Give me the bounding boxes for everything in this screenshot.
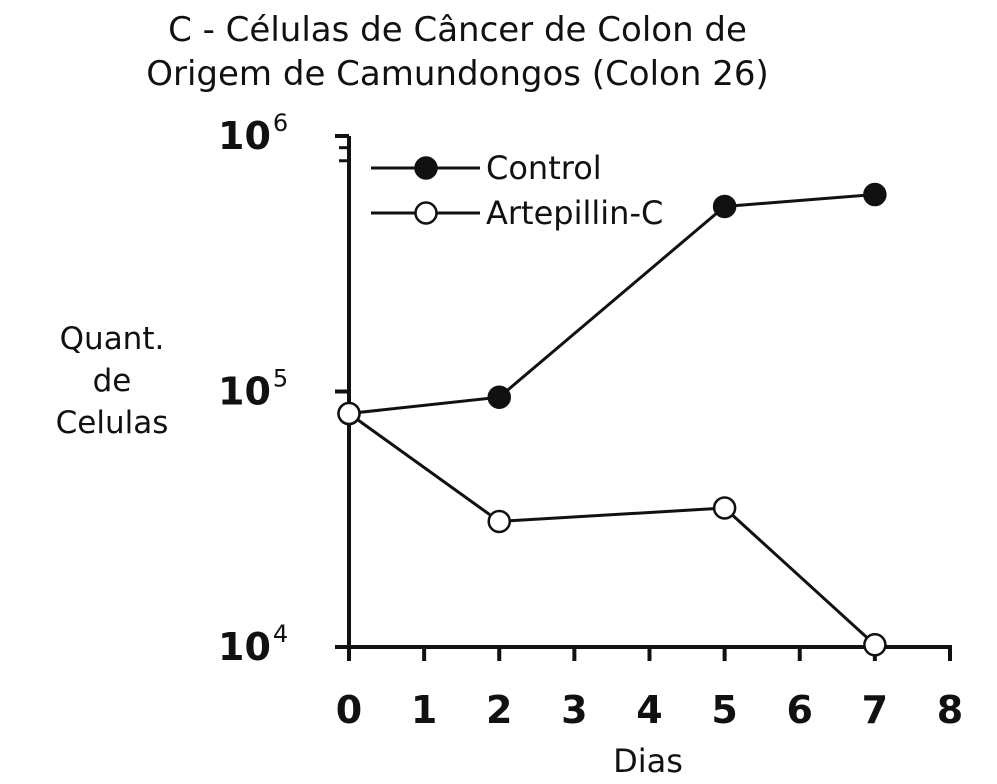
- chart-title: C - Células de Câncer de Colon de Origem…: [0, 8, 915, 96]
- y-axis-label: Quant. de Celulas: [22, 318, 202, 444]
- y-tick-base: 10: [218, 370, 271, 414]
- x-tick-label: 7: [862, 688, 888, 732]
- y-tick-exponent: 4: [273, 620, 288, 648]
- x-tick-label: 5: [711, 688, 737, 732]
- y-axis-label-line-2: de: [92, 363, 132, 399]
- x-tick-label: 0: [336, 688, 362, 732]
- y-tick-base: 10: [218, 114, 271, 158]
- series-line: [348, 412, 876, 646]
- x-tick-label: 3: [561, 688, 587, 732]
- legend-label: Control: [486, 149, 602, 187]
- x-tick-label: 4: [636, 688, 662, 732]
- y-tick-exponent: 5: [273, 365, 288, 393]
- legend-label: Artepillin-C: [486, 194, 663, 232]
- series-line: [348, 193, 875, 416]
- y-axis-label-line-3: Celulas: [55, 405, 169, 441]
- x-tick-label: 8: [937, 688, 963, 732]
- x-axis-ticks: 0 1 2 3 4 5 6 7 8: [336, 647, 963, 732]
- legend-item: Artepillin-C: [371, 194, 663, 232]
- y-tick-label: 105: [218, 365, 288, 414]
- series-layer: [337, 182, 887, 657]
- x-tick-label: 1: [411, 688, 437, 732]
- y-tick-base: 10: [218, 625, 271, 669]
- y-tick-label: 106: [218, 109, 288, 158]
- legend-item: Control: [371, 149, 602, 187]
- legend: Control Artepillin-C: [371, 149, 663, 232]
- x-axis-label: Dias: [613, 742, 683, 780]
- data-point-open: [712, 496, 737, 520]
- y-tick-label: 104: [218, 620, 288, 669]
- y-axis-label-line-1: Quant.: [59, 321, 165, 357]
- data-point-filled: [487, 385, 511, 409]
- data-point-filled: [863, 182, 887, 207]
- data-point-filled: [712, 194, 737, 219]
- series-artepillin-c: [337, 401, 887, 657]
- chart-title-line-2: Origem de Camundongos (Colon 26): [146, 54, 769, 94]
- data-point-open: [863, 633, 887, 657]
- chart-title-line-1: C - Células de Câncer de Colon de: [168, 10, 747, 50]
- x-tick-label: 6: [787, 688, 813, 732]
- data-point-open: [487, 509, 511, 534]
- axes: [337, 136, 952, 659]
- legend-marker-open: [414, 201, 438, 225]
- legend-marker-filled: [414, 156, 438, 180]
- y-tick-exponent: 6: [273, 109, 288, 137]
- data-point-open: [337, 401, 361, 426]
- x-tick-label: 2: [486, 688, 512, 732]
